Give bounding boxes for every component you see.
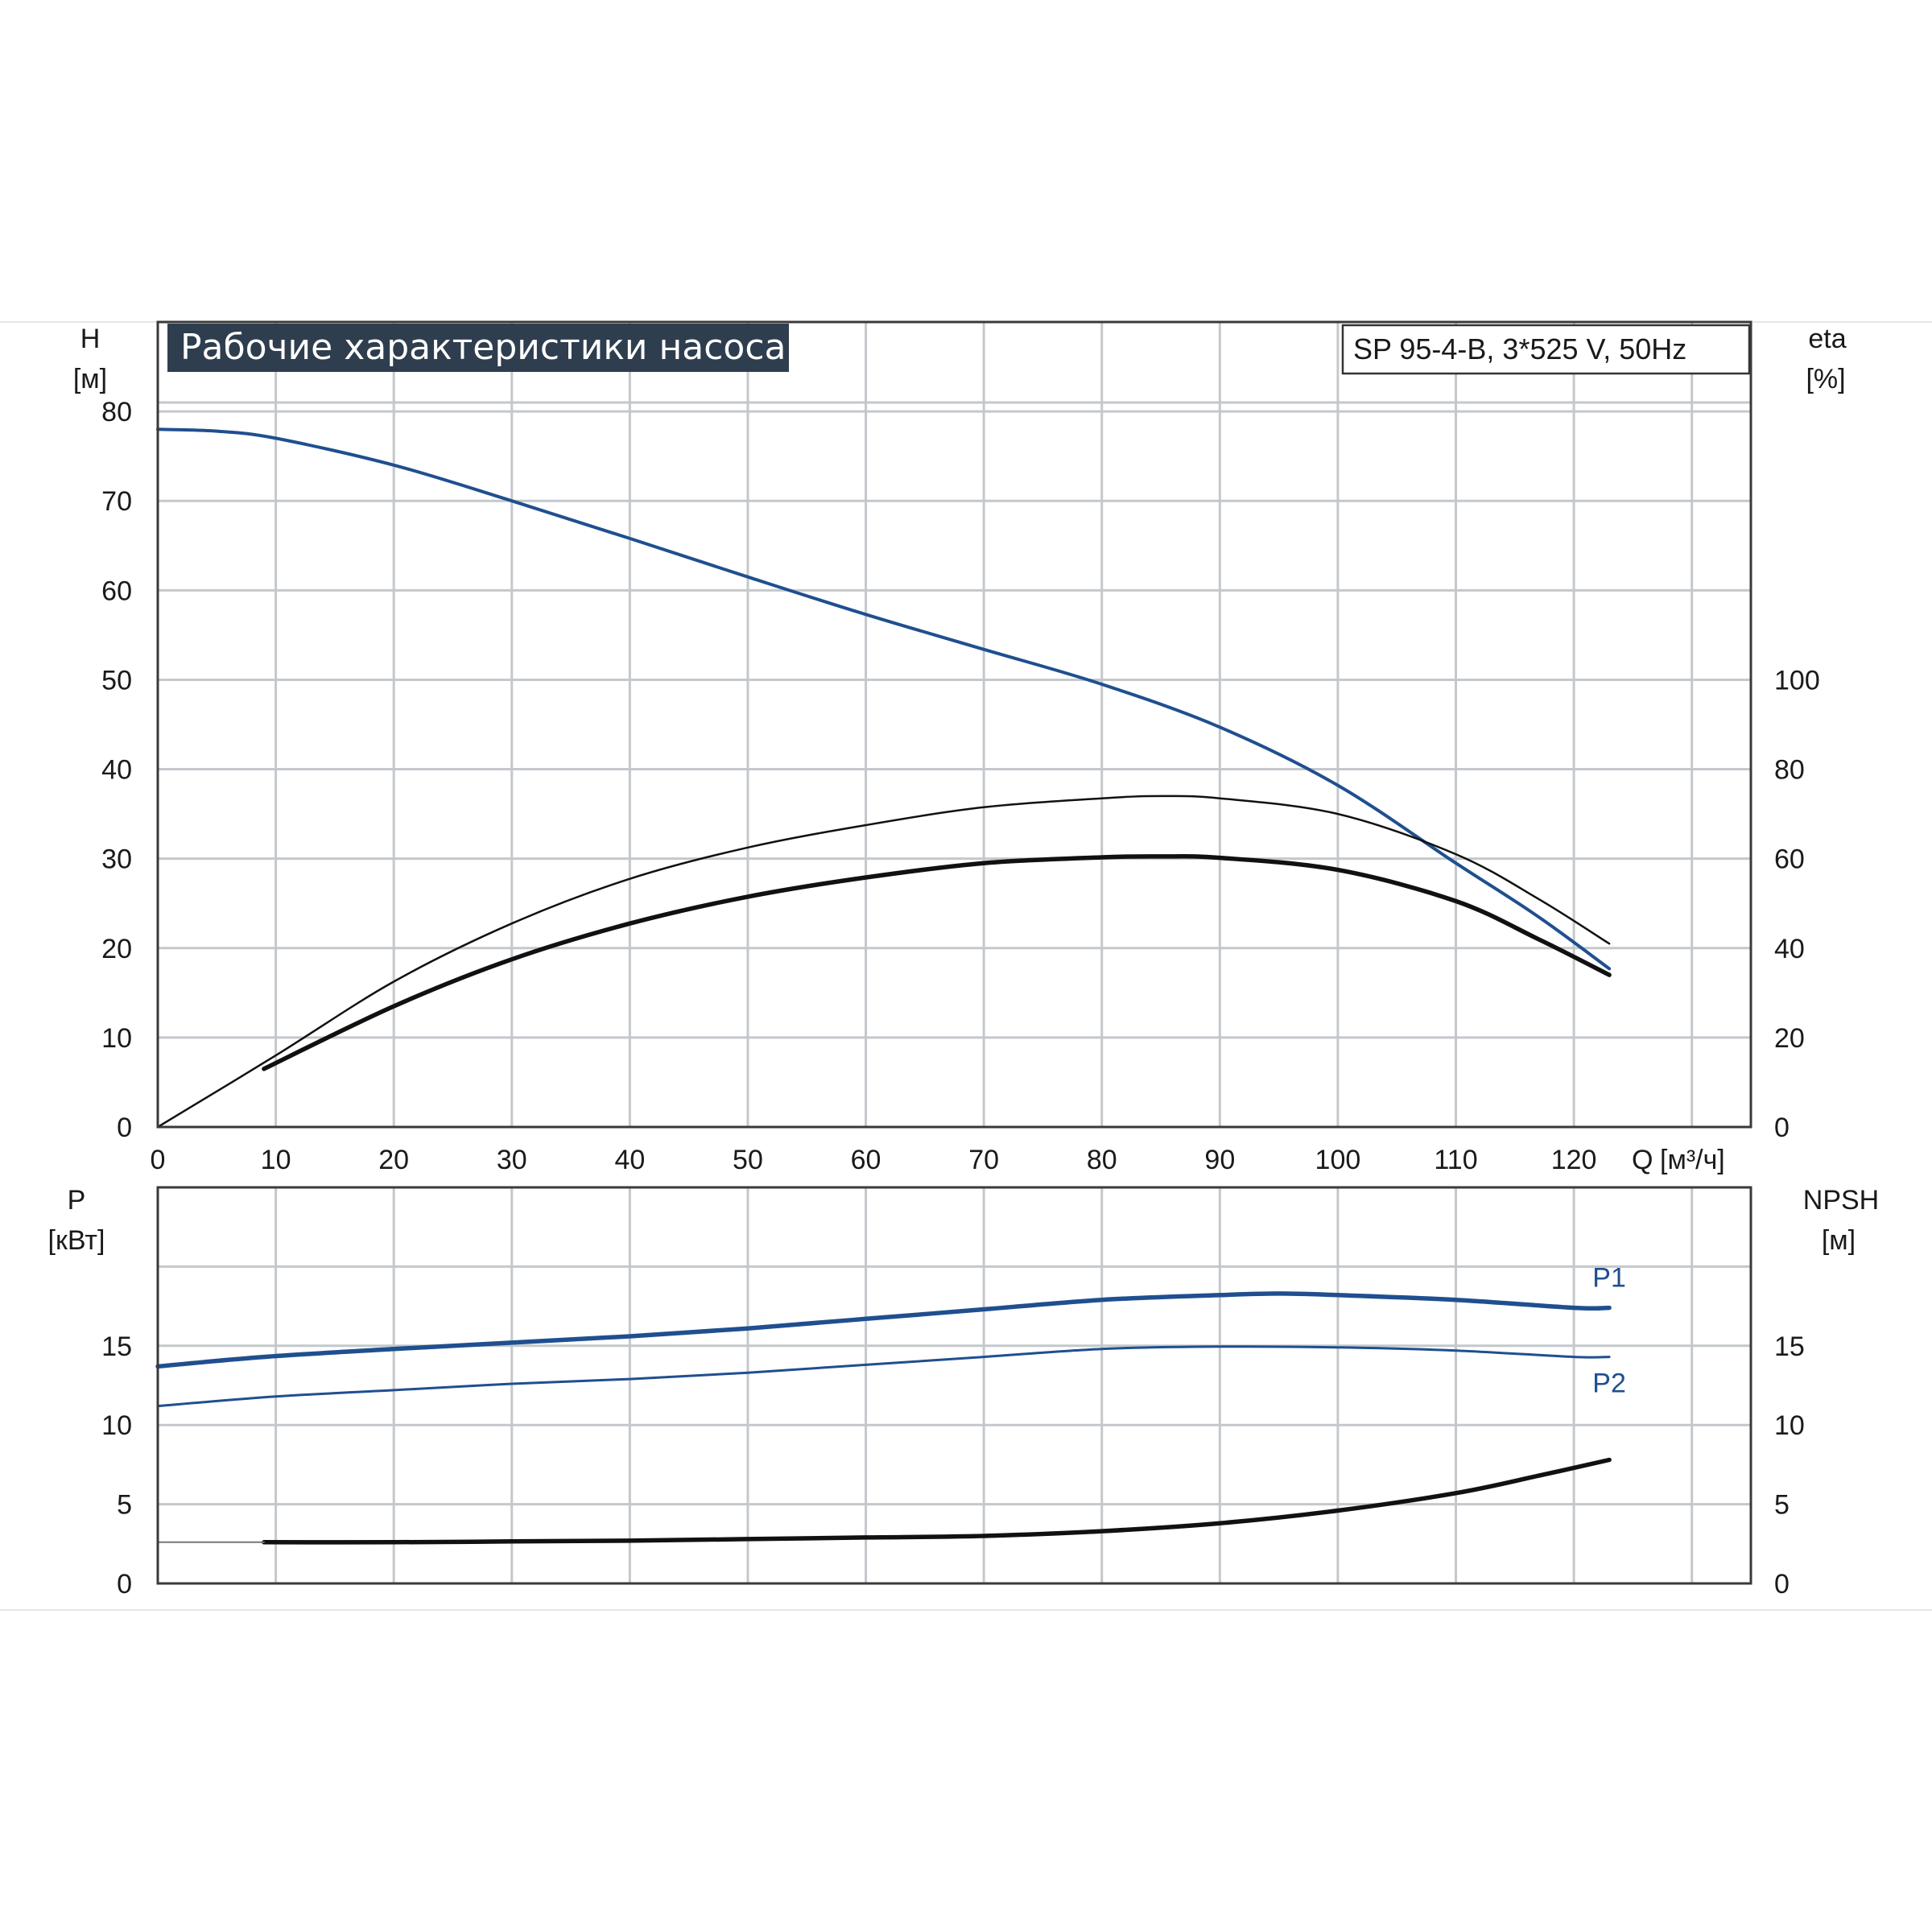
eta-axis-name: eta <box>1808 324 1846 354</box>
x-tick-label: 30 <box>497 1145 527 1175</box>
h-axis-unit: [м] <box>73 364 107 394</box>
top-chart-ticks: 0 10 20 30 40 50 60 70 80 90 100 110 120 0 10 20 30 40 50 6… <box>101 397 1820 1175</box>
h-tick-label: 60 <box>101 576 132 606</box>
h-tick-label: 40 <box>101 755 132 786</box>
top-series-0-line <box>156 427 1612 971</box>
p-tick-label: 10 <box>101 1410 132 1441</box>
x-tick-label: 10 <box>261 1145 291 1175</box>
bottom-series-1-line <box>156 1345 1611 1408</box>
p-axis-name: P <box>68 1185 86 1216</box>
eta-tick-label: 20 <box>1774 1023 1805 1054</box>
bottom-chart-frame <box>156 1186 1752 1585</box>
npsh-tick-label: 5 <box>1774 1490 1790 1521</box>
series-label-p1: P1 <box>1592 1263 1626 1294</box>
h-tick-label: 80 <box>101 397 132 427</box>
eta-tick-label: 0 <box>1774 1113 1790 1143</box>
p-tick-label: 5 <box>117 1490 132 1521</box>
pump-model-label: SP 95-4-B, 3*525 V, 50Hz <box>1353 332 1686 365</box>
p-tick-label: 15 <box>101 1331 132 1362</box>
x-tick-label: 0 <box>151 1145 166 1175</box>
h-tick-label: 10 <box>101 1023 132 1054</box>
npsh-tick-label: 15 <box>1774 1331 1805 1362</box>
h-axis-name: H <box>80 324 101 354</box>
top-series-1-line <box>156 795 1611 1129</box>
eta-axis-unit: [%] <box>1806 364 1845 394</box>
h-tick-label: 0 <box>117 1113 132 1143</box>
h-tick-label: 50 <box>101 665 132 696</box>
x-tick-label: 60 <box>851 1145 881 1175</box>
x-tick-label: 120 <box>1551 1145 1597 1175</box>
top-chart-curves <box>156 427 1612 1129</box>
x-tick-label: 50 <box>733 1145 763 1175</box>
npsh-tick-label: 10 <box>1774 1410 1805 1441</box>
eta-tick-label: 100 <box>1774 665 1820 696</box>
q-axis-name: Q <box>1632 1145 1653 1175</box>
bottom-chart-grid <box>158 1187 1751 1583</box>
h-tick-label: 70 <box>101 486 132 517</box>
h-tick-label: 30 <box>101 844 132 875</box>
bottom-series-0-line <box>155 1291 1612 1369</box>
top-chart-frame <box>156 320 1752 1129</box>
x-tick-label: 90 <box>1204 1145 1235 1175</box>
h-tick-label: 20 <box>101 934 132 964</box>
p-tick-label: 0 <box>117 1569 132 1600</box>
x-tick-label: 100 <box>1315 1145 1361 1175</box>
npsh-axis-name: NPSH <box>1803 1185 1879 1216</box>
eta-tick-label: 40 <box>1774 934 1805 964</box>
x-tick-label: 80 <box>1087 1145 1117 1175</box>
top-series-2-line <box>262 853 1612 1071</box>
eta-tick-label: 60 <box>1774 844 1805 875</box>
npsh-axis-unit: [м] <box>1822 1225 1856 1256</box>
series-label-p2: P2 <box>1592 1368 1626 1399</box>
bottom-chart-ticks: 0 5 10 15 0 5 10 15 <box>101 1331 1805 1600</box>
model-box <box>1341 324 1751 375</box>
x-tick-label: 70 <box>968 1145 999 1175</box>
q-axis-unit: [м³/ч] <box>1660 1145 1725 1175</box>
eta-tick-label: 80 <box>1774 755 1805 786</box>
x-tick-label: 110 <box>1434 1145 1477 1175</box>
x-tick-label: 20 <box>378 1145 409 1175</box>
x-tick-label: 40 <box>614 1145 645 1175</box>
npsh-tick-label: 0 <box>1774 1569 1790 1600</box>
bottom-series-2-line <box>262 1457 1612 1545</box>
top-chart-grid <box>158 322 1751 1127</box>
bottom-chart-curves: P1 P2 <box>155 1263 1626 1545</box>
title-box <box>167 324 789 372</box>
chart-title: Рабочие характеристики насоса <box>180 327 786 368</box>
p-axis-unit: [кВт] <box>48 1225 105 1256</box>
